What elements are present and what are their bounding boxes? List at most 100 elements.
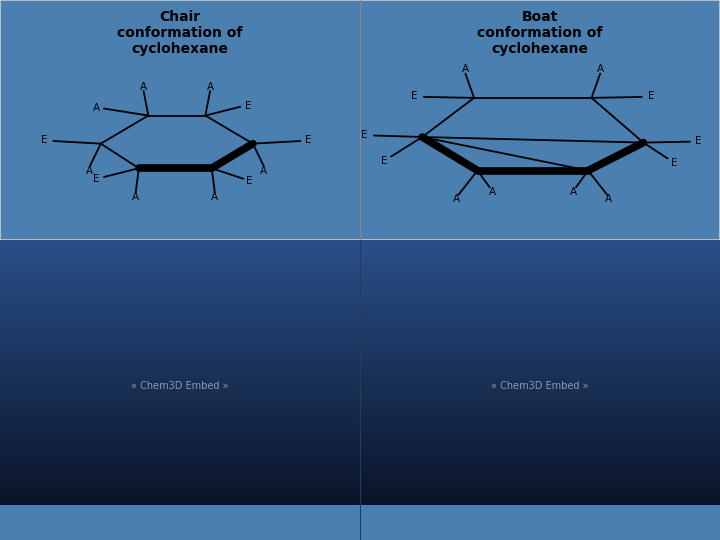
- Bar: [0, 334, 720, 335]
- Bar: [0, 411, 720, 413]
- Bar: [0, 280, 720, 281]
- Bar: [0, 449, 720, 451]
- Bar: [0, 494, 720, 496]
- Bar: [0, 273, 720, 275]
- Bar: [0, 367, 720, 369]
- Bar: [0, 325, 720, 326]
- Text: A: A: [488, 187, 495, 197]
- Bar: [0, 305, 720, 306]
- Bar: [0, 370, 720, 372]
- Bar: [0, 402, 720, 403]
- Bar: [0, 258, 720, 259]
- Bar: [0, 343, 720, 345]
- Bar: [0, 288, 720, 289]
- Bar: [0, 434, 720, 435]
- Bar: [0, 347, 720, 349]
- Bar: [0, 393, 720, 394]
- Bar: [0, 320, 720, 321]
- Bar: [0, 458, 720, 460]
- Bar: [0, 488, 720, 489]
- Bar: [0, 312, 720, 313]
- Bar: [0, 260, 720, 261]
- Bar: [0, 255, 720, 256]
- Bar: [0, 297, 720, 299]
- Bar: [0, 321, 720, 322]
- Bar: [0, 404, 720, 406]
- Bar: [0, 480, 720, 481]
- Text: Boat
conformation of
cyclohexane: Boat conformation of cyclohexane: [477, 10, 603, 56]
- Bar: [0, 420, 720, 422]
- Text: E: E: [246, 177, 253, 186]
- Bar: [0, 398, 720, 399]
- Bar: [0, 406, 720, 407]
- Bar: [0, 319, 720, 320]
- Bar: [0, 361, 720, 362]
- Bar: [0, 419, 720, 420]
- Text: E: E: [411, 91, 418, 102]
- Bar: [0, 441, 720, 443]
- Bar: [0, 426, 720, 427]
- Bar: [0, 364, 720, 366]
- Bar: [0, 448, 720, 449]
- Bar: [0, 475, 720, 476]
- Bar: [0, 447, 720, 448]
- Bar: [0, 252, 720, 253]
- Text: E: E: [381, 156, 387, 166]
- Bar: [0, 376, 720, 378]
- Bar: [0, 369, 720, 370]
- Bar: [0, 478, 720, 480]
- Bar: [0, 396, 720, 398]
- Text: A: A: [453, 194, 460, 205]
- Bar: [0, 247, 720, 248]
- Bar: [0, 271, 720, 272]
- Bar: [0, 294, 720, 296]
- Bar: [0, 415, 720, 416]
- Bar: [0, 387, 720, 388]
- Bar: [0, 456, 720, 457]
- Bar: [0, 461, 720, 463]
- Bar: [0, 296, 720, 297]
- Bar: [0, 292, 720, 293]
- Bar: [0, 316, 720, 317]
- Bar: [0, 388, 720, 390]
- Bar: [0, 281, 720, 282]
- Text: A: A: [132, 192, 139, 202]
- Bar: [0, 400, 720, 402]
- Text: A: A: [606, 194, 613, 205]
- Bar: [0, 482, 720, 484]
- Bar: [0, 279, 720, 280]
- Bar: [0, 487, 720, 488]
- Bar: [0, 302, 720, 304]
- Text: A: A: [261, 166, 268, 176]
- Bar: [0, 432, 720, 434]
- Text: A: A: [462, 64, 469, 74]
- Bar: [0, 373, 720, 374]
- Bar: [0, 460, 720, 461]
- Bar: [0, 289, 720, 291]
- Bar: [0, 326, 720, 328]
- Bar: [0, 332, 720, 333]
- Bar: [0, 422, 720, 423]
- Bar: [0, 249, 720, 251]
- Bar: [0, 282, 720, 284]
- Bar: [0, 501, 720, 502]
- Bar: [0, 436, 720, 437]
- Bar: [0, 414, 720, 415]
- Bar: [0, 363, 720, 364]
- Bar: [0, 453, 720, 455]
- Bar: [0, 261, 720, 263]
- Bar: [0, 275, 720, 276]
- Bar: [0, 452, 720, 453]
- Text: E: E: [648, 91, 654, 102]
- Bar: [0, 381, 720, 382]
- Bar: [0, 349, 720, 350]
- Text: E: E: [245, 101, 251, 111]
- Bar: [0, 484, 720, 485]
- Bar: [0, 444, 720, 446]
- Bar: [0, 467, 720, 468]
- Bar: [0, 287, 720, 288]
- Bar: [0, 350, 720, 352]
- Bar: [0, 446, 720, 447]
- Bar: [0, 304, 720, 305]
- Bar: [0, 391, 720, 393]
